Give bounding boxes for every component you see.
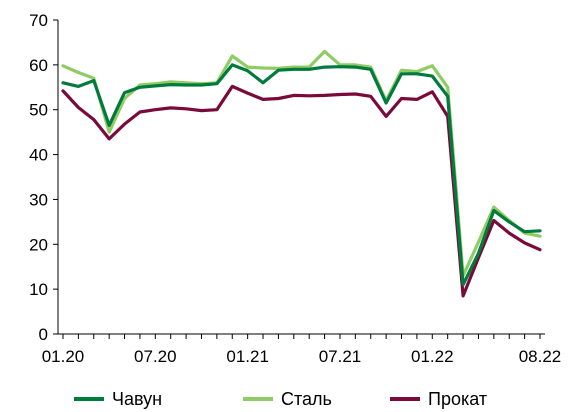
series-line-1 — [61, 49, 542, 278]
y-tick-label: 40 — [29, 146, 48, 165]
x-tick-label: 07.20 — [134, 347, 177, 366]
y-tick-label: 10 — [29, 280, 48, 299]
chart-series-lines — [61, 49, 542, 298]
legend-item: Прокат — [390, 386, 487, 412]
legend-swatch — [390, 397, 420, 401]
x-tick-label: 01.21 — [226, 347, 269, 366]
chart-legend: Чавун Сталь Прокат — [0, 386, 569, 412]
legend-item: Сталь — [243, 386, 332, 412]
x-tick-label: 01.20 — [42, 347, 85, 366]
y-tick-label: 20 — [29, 235, 48, 254]
legend-item: Чавун — [74, 386, 162, 412]
y-tick-label: 60 — [29, 56, 48, 75]
series-line-0 — [61, 63, 542, 287]
y-tick-label: 0 — [39, 325, 48, 344]
legend-swatch — [74, 397, 104, 401]
y-tick-label: 50 — [29, 101, 48, 120]
x-tick-label: 01.22 — [411, 347, 454, 366]
legend-swatch — [243, 397, 273, 401]
x-tick-label: 07.21 — [319, 347, 362, 366]
legend-label: Сталь — [281, 388, 332, 409]
legend-label: Прокат — [428, 388, 488, 409]
chart-axes: 0 10 20 30 40 50 60 70 01.20 07.20 01.21 07.21 01.22… — [29, 11, 561, 366]
legend-label: Чавун — [112, 388, 163, 409]
y-tick-label: 70 — [29, 11, 48, 30]
y-tick-label: 30 — [29, 190, 48, 209]
line-chart: 0 10 20 30 40 50 60 70 01.20 07.20 01.21 07.21 01.22… — [29, 11, 561, 366]
x-tick-label: 08.22 — [519, 347, 562, 366]
